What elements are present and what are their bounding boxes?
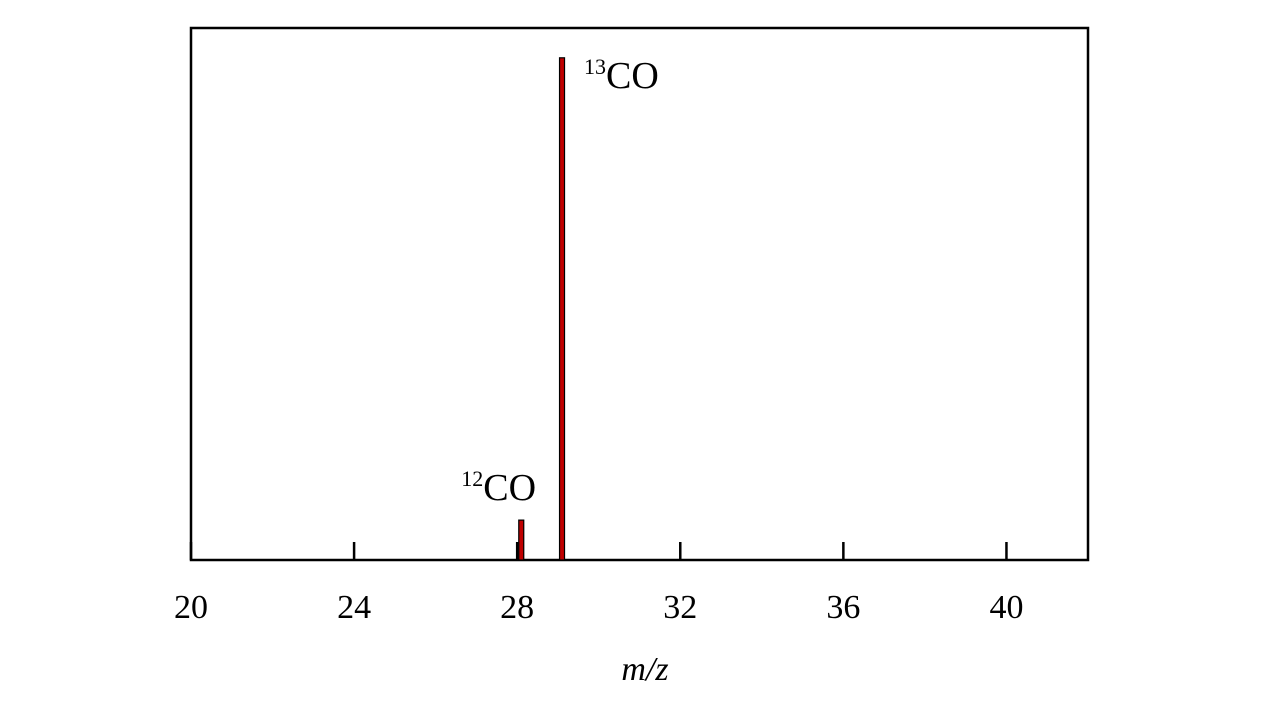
peak-label-sup: 12 (461, 466, 483, 491)
peak-label: 12CO (461, 466, 536, 509)
peak (518, 519, 525, 561)
peak-label-base: CO (483, 467, 536, 509)
x-tick-label: 36 (826, 589, 860, 626)
x-axis-label: m/z (621, 651, 668, 688)
x-tick-label: 32 (663, 589, 697, 626)
x-tick-label: 24 (337, 589, 371, 626)
plot-frame (189, 26, 1090, 562)
peak-label-base: CO (606, 55, 659, 97)
x-tick-label: 28 (500, 589, 534, 626)
peak-label: 13CO (584, 54, 659, 97)
x-tick-label: 20 (174, 589, 208, 626)
peak-label-sup: 13 (584, 54, 606, 79)
x-tick-label: 40 (989, 589, 1023, 626)
peak (558, 57, 566, 561)
